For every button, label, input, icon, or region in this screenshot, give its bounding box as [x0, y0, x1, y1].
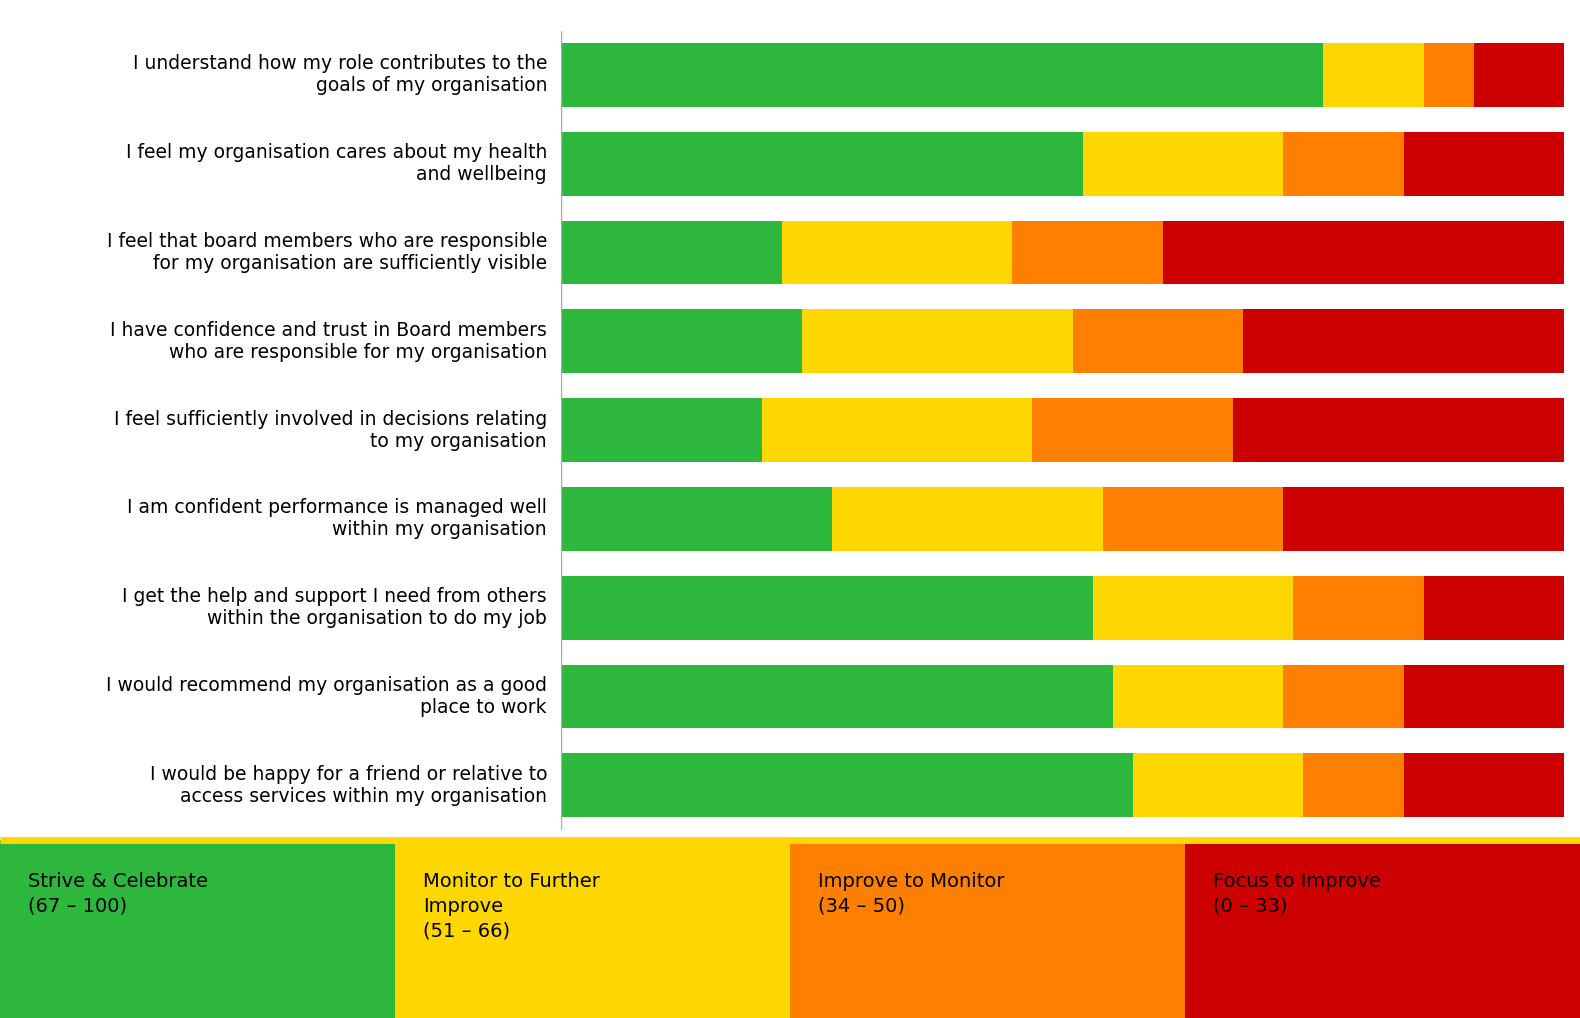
- FancyBboxPatch shape: [395, 840, 790, 1018]
- Bar: [1403, 131, 1564, 195]
- Bar: [1294, 576, 1424, 639]
- Bar: [801, 309, 1073, 374]
- Text: Focus to Improve
(0 – 33): Focus to Improve (0 – 33): [1213, 871, 1381, 916]
- Bar: [561, 221, 782, 284]
- FancyBboxPatch shape: [790, 840, 1185, 1018]
- Bar: [1133, 753, 1304, 817]
- Bar: [561, 43, 1324, 107]
- Bar: [1304, 753, 1403, 817]
- Bar: [1283, 665, 1403, 729]
- Bar: [561, 131, 1082, 195]
- FancyBboxPatch shape: [0, 840, 395, 1018]
- Text: Improve to Monitor
(34 – 50): Improve to Monitor (34 – 50): [818, 871, 1005, 916]
- Bar: [831, 487, 1103, 551]
- Bar: [1283, 131, 1403, 195]
- Bar: [1013, 221, 1163, 284]
- Bar: [1424, 43, 1474, 107]
- Bar: [1232, 398, 1564, 462]
- Bar: [561, 309, 801, 374]
- Bar: [1403, 665, 1564, 729]
- Bar: [1403, 753, 1564, 817]
- Bar: [561, 665, 1112, 729]
- Bar: [1424, 576, 1564, 639]
- Bar: [1474, 43, 1564, 107]
- Bar: [1243, 309, 1564, 374]
- Text: Monitor to Further
Improve
(51 – 66): Monitor to Further Improve (51 – 66): [423, 871, 599, 941]
- Bar: [782, 221, 1013, 284]
- Bar: [1032, 398, 1232, 462]
- Text: Strive & Celebrate
(67 – 100): Strive & Celebrate (67 – 100): [28, 871, 207, 916]
- Bar: [1324, 43, 1424, 107]
- Bar: [561, 398, 762, 462]
- Bar: [762, 398, 1032, 462]
- FancyBboxPatch shape: [1185, 840, 1580, 1018]
- Bar: [1112, 665, 1283, 729]
- Bar: [1073, 309, 1243, 374]
- Bar: [1283, 487, 1564, 551]
- Bar: [561, 576, 1093, 639]
- Bar: [561, 487, 831, 551]
- Bar: [1163, 221, 1564, 284]
- Bar: [1082, 131, 1283, 195]
- Bar: [561, 753, 1133, 817]
- Bar: [1103, 487, 1283, 551]
- Bar: [1093, 576, 1294, 639]
